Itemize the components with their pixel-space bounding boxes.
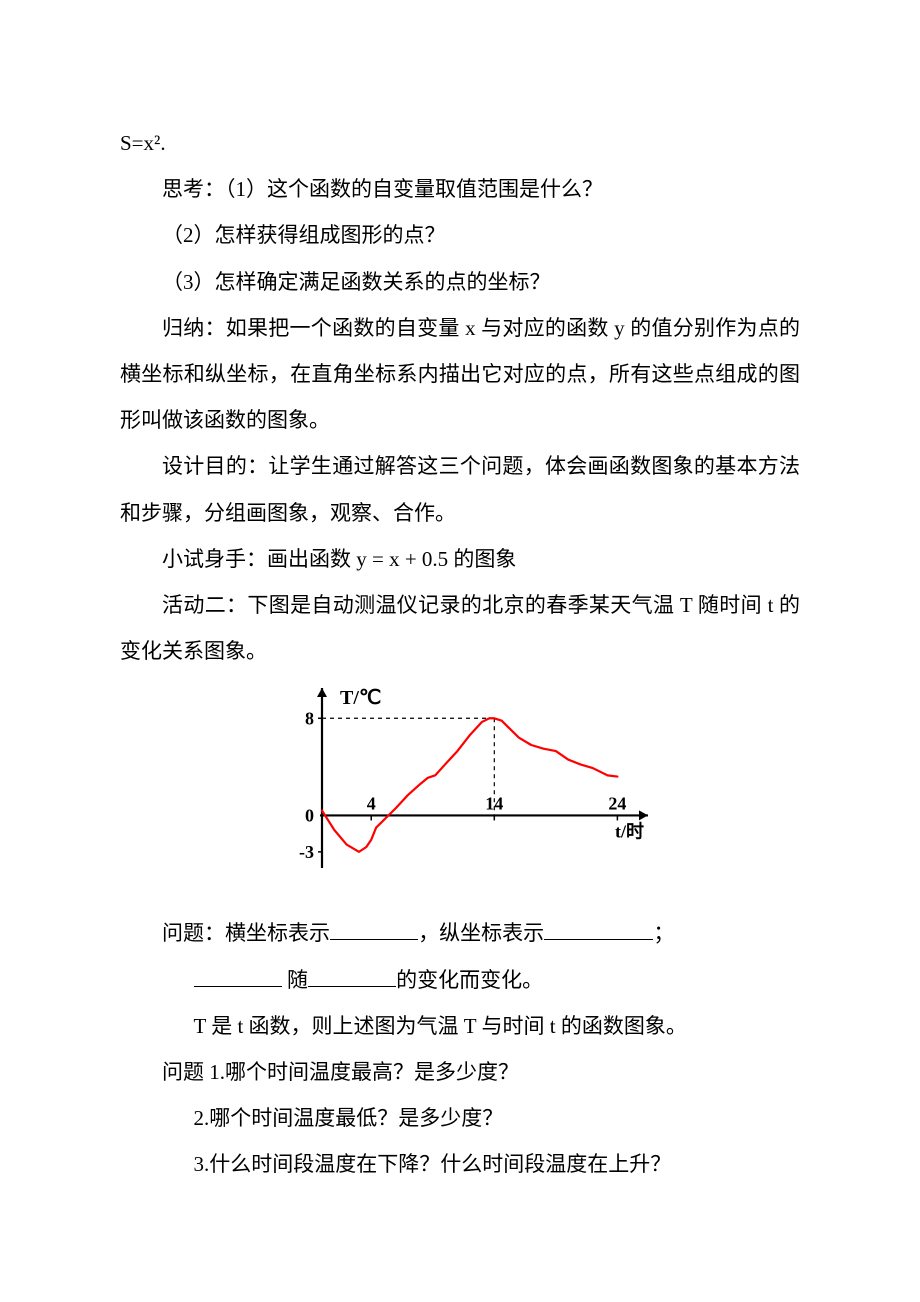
think-q2-line: （2）怎样获得组成图形的点？ <box>120 212 800 258</box>
blanks-line2b: 的变化而变化。 <box>396 968 543 992</box>
think-q3-line: （3）怎样确定满足函数关系的点的坐标？ <box>120 259 800 305</box>
formula-line: S=x². <box>120 120 800 166</box>
blanks-line2a: 随 <box>282 968 308 992</box>
summary-para: 归纳：如果把一个函数的自变量 x 与对应的函数 y 的值分别作为点的横坐标和纵坐… <box>120 305 800 444</box>
questions-q3: 3.什么时间段温度在下降？什么时间段温度在上升？ <box>120 1141 800 1187</box>
svg-text:24: 24 <box>608 794 626 814</box>
document-page: S=x². 思考：（1）这个函数的自变量取值范围是什么？ （2）怎样获得组成图形… <box>0 0 920 1302</box>
t-is-fn-line: T 是 t 函数，则上述图为气温 T 与时间 t 的函数图象。 <box>120 1003 800 1049</box>
blank-2 <box>544 918 653 940</box>
think-q3: （3）怎样确定满足函数关系的点的坐标？ <box>162 270 551 294</box>
q1-text: 1.哪个时间温度最高？是多少度？ <box>209 1060 519 1084</box>
svg-text:t/时: t/时 <box>615 822 644 842</box>
svg-text:-3: -3 <box>299 842 314 862</box>
blanks-line1c: ； <box>653 921 674 945</box>
chart-svg: 8 0 -3 4 14 24 T/℃ t/时 <box>270 684 650 884</box>
formula-text: S=x². <box>120 131 166 155</box>
blanks-line1b: ，纵坐标表示 <box>418 921 544 945</box>
questions-q2: 2.哪个时间温度最低？是多少度？ <box>120 1095 800 1141</box>
blanks-line1: 问题：横坐标表示 ，纵坐标表示 ； <box>120 910 800 956</box>
q-lead: 问题 <box>162 1060 209 1084</box>
blank-3 <box>194 965 282 987</box>
temperature-chart: 8 0 -3 4 14 24 T/℃ t/时 <box>270 684 800 900</box>
questions-q1: 问题 1.哪个时间温度最高？是多少度？ <box>120 1049 800 1095</box>
think-lead: 思考： <box>162 177 225 201</box>
think-q1: （1）这个函数的自变量取值范围是什么？ <box>225 177 603 201</box>
svg-text:4: 4 <box>367 794 376 814</box>
svg-text:8: 8 <box>305 709 314 729</box>
try-para: 小试身手：画出函数 y = x + 0.5 的图象 <box>120 536 800 582</box>
design-para: 设计目的：让学生通过解答这三个问题，体会画函数图象的基本方法和步骤，分组画图象，… <box>120 443 800 535</box>
activity2-para: 活动二：下图是自动测温仪记录的北京的春季某天气温 T 随时间 t 的变化关系图象… <box>120 582 800 674</box>
svg-text:T/℃: T/℃ <box>340 687 381 709</box>
blanks-line1a: 问题：横坐标表示 <box>162 921 330 945</box>
think-q1-line: 思考：（1）这个函数的自变量取值范围是什么？ <box>120 166 800 212</box>
svg-text:14: 14 <box>485 794 503 814</box>
think-q2: （2）怎样获得组成图形的点？ <box>162 223 446 247</box>
svg-text:0: 0 <box>305 806 314 826</box>
blanks-line2: 随 的变化而变化。 <box>120 957 800 1003</box>
blank-4 <box>308 965 396 987</box>
blank-1 <box>330 918 418 940</box>
